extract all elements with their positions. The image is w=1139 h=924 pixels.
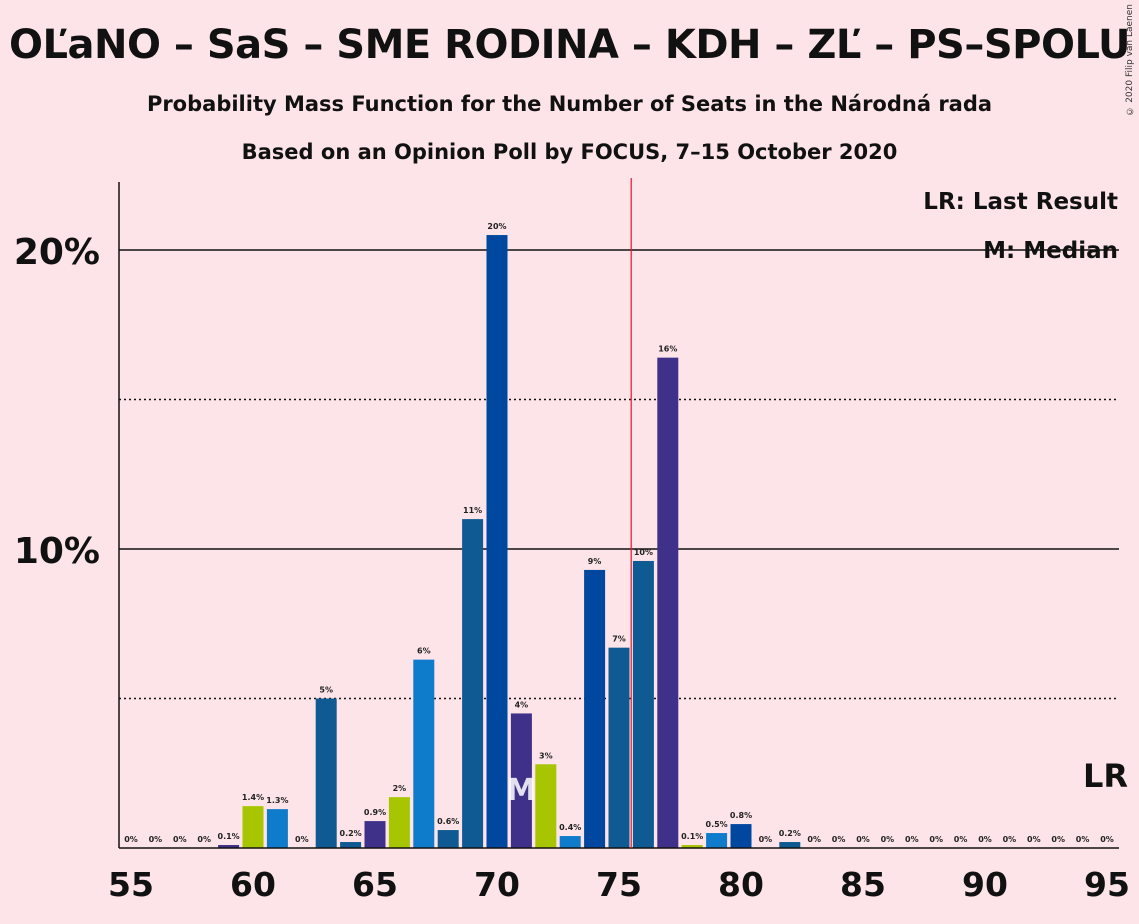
bar-seat-82 — [779, 842, 801, 848]
bar-label-81: 0% — [759, 835, 773, 844]
bar-seat-76 — [632, 560, 654, 848]
x-tick-label: 95 — [1084, 865, 1130, 904]
bar-label-61: 1.3% — [266, 796, 288, 805]
bar-label-90: 0% — [978, 835, 992, 844]
bar-seat-74 — [584, 569, 606, 848]
bar-label-78: 0.1% — [681, 832, 703, 841]
x-tick-label: 75 — [596, 865, 642, 904]
x-tick-label: 90 — [962, 865, 1008, 904]
bar-label-80: 0.8% — [730, 811, 752, 820]
bar-seat-73 — [559, 836, 581, 848]
bar-label-79: 0.5% — [706, 820, 728, 829]
bar-seat-69 — [462, 519, 484, 848]
chart-subtitle: Probability Mass Function for the Number… — [146, 92, 993, 116]
bar-label-93: 0% — [1051, 835, 1065, 844]
bar-label-86: 0% — [881, 835, 895, 844]
bar-seat-71 — [510, 713, 532, 848]
bar-seat-80 — [730, 824, 752, 848]
bar-label-62: 0% — [295, 835, 309, 844]
bar-label-84: 0% — [832, 835, 846, 844]
bar-label-94: 0% — [1076, 835, 1090, 844]
x-tick-label: 70 — [474, 865, 520, 904]
last-result-marker: LR — [1083, 757, 1128, 795]
legend-last-result: LR: Last Result — [923, 189, 1118, 215]
bar-label-64: 0.2% — [340, 829, 362, 838]
bar-label-76: 10% — [634, 548, 653, 557]
bar-seat-64 — [340, 842, 362, 848]
bar-seat-79 — [706, 833, 728, 848]
bar-label-55: 0% — [124, 835, 138, 844]
annotations: M LR LR: Last Result M: Median — [506, 178, 1128, 848]
bar-label-72: 3% — [539, 751, 553, 760]
bar-label-85: 0% — [856, 835, 870, 844]
bar-label-60: 1.4% — [242, 793, 264, 802]
bar-label-56: 0% — [149, 835, 163, 844]
gridlines — [119, 249, 1119, 700]
bar-label-58: 0% — [197, 835, 211, 844]
y-tick-label: 20% — [14, 232, 100, 273]
bar-labels: 0% 0% 0% 0% 0.1% 1.4% 1.3% 0% 5% 0.2% 0.9% 2% 6% 0.6%… — [124, 222, 1114, 844]
bar-label-67: 6% — [417, 647, 431, 656]
bar-label-89: 0% — [954, 835, 968, 844]
bar-seat-60 — [242, 806, 264, 848]
bar-label-71: 4% — [515, 700, 529, 709]
chart-subtitle-source: Based on an Opinion Poll by FOCUS, 7–15 … — [241, 140, 898, 164]
median-marker: M — [506, 773, 536, 808]
bar-label-57: 0% — [173, 835, 187, 844]
bar-label-70: 20% — [487, 222, 506, 231]
bar-label-65: 0.9% — [364, 808, 386, 817]
bar-label-66: 2% — [393, 784, 407, 793]
x-tick-label: 85 — [840, 865, 886, 904]
bar-seat-61 — [266, 809, 288, 848]
bar-label-74: 9% — [588, 557, 602, 566]
bar-label-59: 0.1% — [218, 832, 240, 841]
bar-label-82: 0.2% — [779, 829, 801, 838]
x-tick-label: 80 — [718, 865, 764, 904]
bar-label-69: 11% — [463, 506, 482, 515]
x-tick-label: 55 — [108, 865, 154, 904]
y-tick-label: 10% — [14, 531, 100, 572]
axes: 10% 20% 55 60 65 70 75 80 85 90 95 — [14, 182, 1130, 904]
bar-label-73: 0.4% — [559, 823, 581, 832]
bar-label-77: 16% — [658, 345, 677, 354]
bar-label-95: 0% — [1100, 835, 1114, 844]
bar-seat-63 — [315, 698, 337, 848]
legend-median: M: Median — [983, 238, 1118, 264]
bar-seat-67 — [413, 659, 435, 848]
bar-seat-70 — [486, 235, 508, 849]
bar-label-91: 0% — [1003, 835, 1017, 844]
x-tick-label: 65 — [352, 865, 398, 904]
bar-label-92: 0% — [1027, 835, 1041, 844]
bars — [218, 235, 801, 849]
bar-label-83: 0% — [807, 835, 821, 844]
bar-seat-78 — [681, 845, 703, 848]
bar-seat-72 — [535, 764, 557, 848]
bar-seat-65 — [364, 821, 386, 848]
x-tick-label: 60 — [230, 865, 276, 904]
bar-label-63: 5% — [319, 686, 333, 695]
bar-seat-75 — [608, 647, 630, 848]
bar-seat-77 — [657, 357, 679, 848]
bar-seat-59 — [218, 845, 240, 848]
bar-label-68: 0.6% — [437, 817, 459, 826]
bar-label-87: 0% — [905, 835, 919, 844]
bar-seat-66 — [388, 797, 410, 848]
bar-label-75: 7% — [612, 635, 626, 644]
chart-title: OĽaNO – SaS – SME RODINA – KDH – ZĽ – PS… — [9, 22, 1130, 68]
bar-seat-68 — [437, 830, 459, 848]
bar-label-88: 0% — [929, 835, 943, 844]
